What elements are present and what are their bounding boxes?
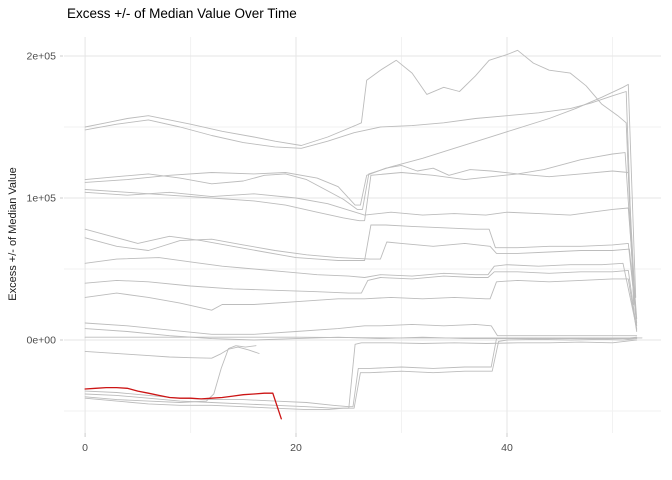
x-tick-label: 20 xyxy=(290,442,302,454)
series-line-gray xyxy=(84,338,638,409)
series-line-gray xyxy=(84,345,257,403)
series-line-gray xyxy=(84,152,637,315)
series-line-highlight xyxy=(84,386,282,420)
series-line-gray xyxy=(84,257,638,330)
y-tick-label: 0e+00 xyxy=(27,335,57,347)
series-line-gray xyxy=(84,224,638,324)
series-line-gray xyxy=(84,237,638,327)
y-tick-label: 1e+05 xyxy=(27,193,57,205)
series-line-gray xyxy=(84,336,643,339)
chart-title: Excess +/- of Median Value Over Time xyxy=(67,6,297,21)
series-line-gray xyxy=(84,322,638,337)
x-tick-label: 0 xyxy=(82,442,88,454)
y-axis-title: Excess +/- of Median Value xyxy=(7,167,19,301)
x-tick-label: 40 xyxy=(501,442,513,454)
series-line-gray xyxy=(84,191,638,320)
series-line-gray xyxy=(84,346,260,359)
series-line-gray xyxy=(84,339,638,411)
series-line-gray xyxy=(84,269,638,331)
series-line-gray xyxy=(84,83,637,298)
y-tick-label: 2e+05 xyxy=(27,51,57,63)
series-line-gray xyxy=(84,336,638,408)
series-line-gray xyxy=(84,278,638,332)
series-line-gray xyxy=(84,49,635,301)
series-line-gray xyxy=(84,164,637,313)
